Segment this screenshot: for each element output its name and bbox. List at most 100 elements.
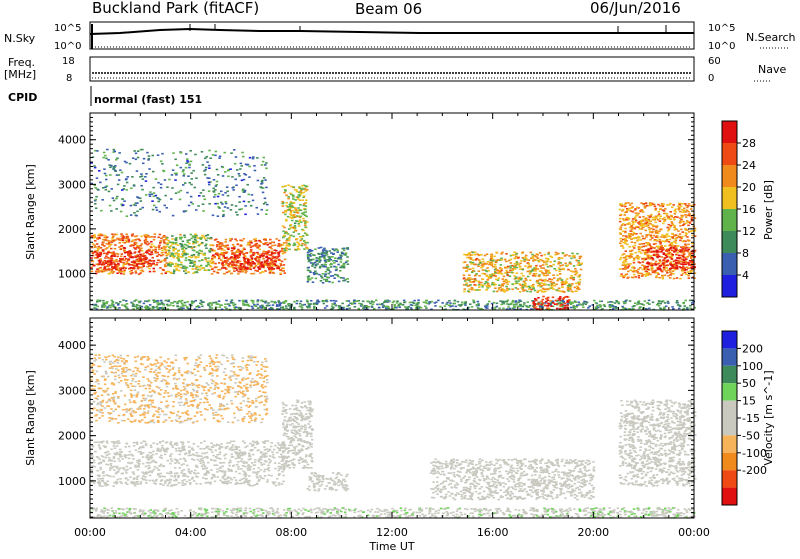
power-cell — [125, 300, 128, 302]
power-cell — [210, 266, 213, 268]
power-cell — [106, 247, 109, 249]
power-cell — [360, 303, 363, 305]
power-cell — [243, 248, 246, 250]
power-cell — [639, 262, 642, 264]
power-cell — [667, 275, 670, 277]
power-cell — [130, 187, 133, 189]
power-cell — [212, 254, 215, 256]
power-cell — [206, 261, 209, 263]
power-cell — [661, 275, 664, 277]
power-cell — [104, 173, 107, 175]
power-cell — [304, 224, 307, 226]
power-cell — [410, 304, 413, 306]
power-cell — [249, 157, 252, 159]
power-cell — [238, 201, 241, 203]
power-cell — [160, 161, 163, 163]
power-cell — [490, 255, 493, 257]
power-cell — [457, 301, 460, 303]
power-cell — [267, 305, 270, 307]
power-cell — [284, 185, 287, 187]
power-cell — [474, 289, 477, 291]
power-cell — [642, 261, 645, 263]
power-cell — [205, 240, 208, 242]
power-cell — [552, 302, 555, 304]
power-cell — [651, 217, 654, 219]
power-cell — [676, 302, 679, 304]
power-cell — [279, 273, 282, 275]
power-cell — [195, 300, 198, 302]
power-cell — [186, 160, 189, 162]
power-cell — [284, 272, 287, 274]
power-cell — [218, 207, 221, 209]
power-cell — [282, 212, 285, 214]
power-cell — [297, 198, 300, 200]
nave-tick-lo: 0 — [708, 73, 714, 84]
power-cell — [105, 255, 108, 257]
power-cell — [148, 243, 151, 245]
power-cell — [525, 286, 528, 288]
power-cell — [225, 300, 228, 302]
power-cell — [366, 301, 369, 303]
power-cell — [191, 303, 194, 305]
power-cell — [184, 236, 187, 238]
power-cell — [224, 257, 227, 259]
power-cell — [290, 215, 293, 217]
power-cell — [630, 256, 633, 258]
power-cell — [396, 300, 399, 302]
power-cell — [522, 275, 525, 277]
power-cell — [163, 242, 166, 244]
power-cell — [148, 268, 151, 270]
power-cell — [132, 157, 135, 159]
power-cell — [98, 170, 101, 172]
power-cell — [223, 253, 226, 255]
power-cell — [337, 264, 340, 266]
power-cell — [671, 306, 674, 308]
power-cell — [104, 186, 107, 188]
power-cell — [142, 163, 145, 165]
power-cell — [480, 262, 483, 264]
power-cell — [125, 263, 128, 265]
power-cell — [508, 304, 511, 306]
power-cell — [568, 299, 571, 301]
power-cell — [481, 265, 484, 267]
power-cell — [553, 277, 556, 279]
power-cell — [324, 264, 327, 266]
power-cell — [512, 269, 514, 271]
power-cell — [322, 255, 325, 257]
power-cell — [657, 215, 660, 217]
power-cell — [545, 272, 548, 274]
power-cell — [253, 263, 256, 265]
power-cell — [625, 235, 628, 237]
power-cell — [283, 248, 286, 250]
power-cell — [216, 253, 219, 255]
power-cell — [486, 307, 489, 309]
power-cell — [624, 228, 627, 230]
power-cell — [119, 271, 122, 273]
power-cell — [545, 298, 548, 300]
power-cell — [661, 249, 664, 251]
power-cell — [512, 268, 515, 270]
power-cell — [139, 248, 142, 250]
power-cell — [263, 157, 266, 159]
power-cell — [604, 306, 607, 308]
power-cell — [538, 261, 541, 263]
power-cell — [249, 240, 252, 242]
power-cell — [500, 253, 503, 255]
power-cell — [519, 268, 522, 270]
power-cell — [202, 189, 205, 191]
power-cell — [675, 242, 678, 244]
power-cell — [575, 290, 578, 292]
power-cell — [500, 268, 503, 270]
power-cell — [178, 270, 181, 272]
power-cell — [128, 264, 131, 266]
power-cell — [661, 256, 664, 258]
power-cell — [489, 286, 492, 288]
power-cell — [93, 165, 96, 167]
power-cell — [645, 258, 648, 260]
power-cell — [471, 272, 474, 274]
power-cell — [323, 256, 326, 258]
power-cell — [181, 303, 184, 305]
power-cell — [216, 169, 219, 171]
power-cell — [146, 252, 149, 254]
